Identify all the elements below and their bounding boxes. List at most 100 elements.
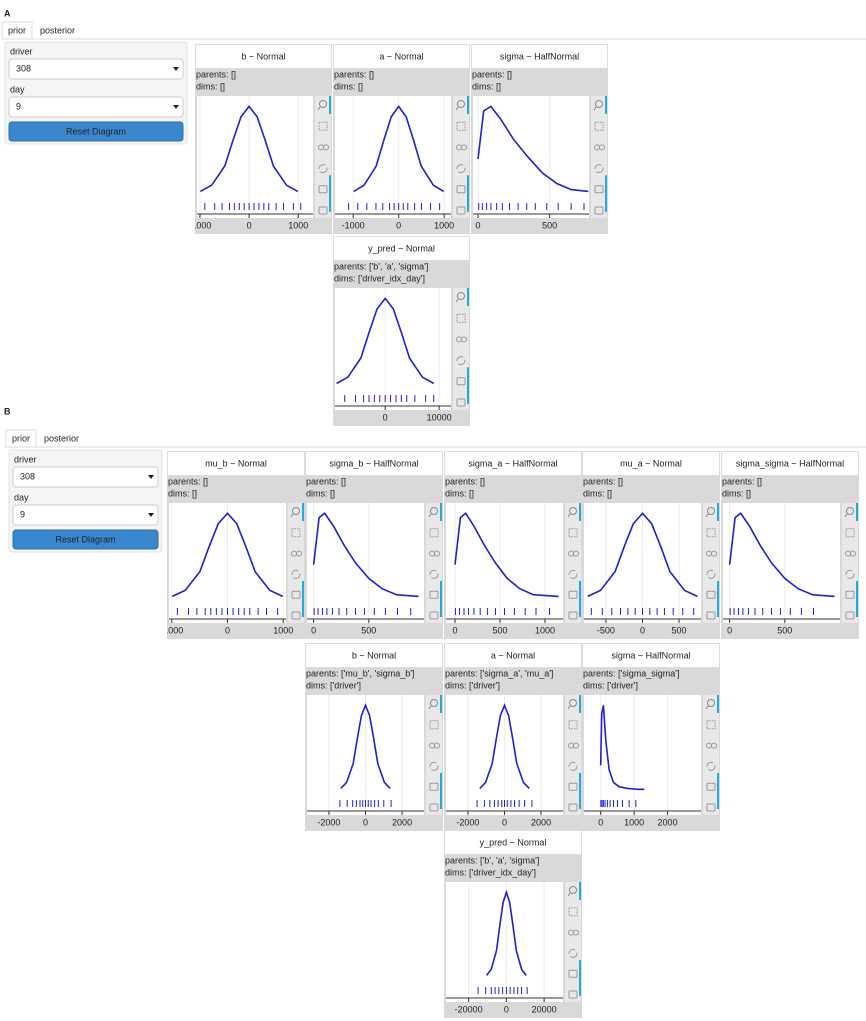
tool-reset[interactable] [594,164,604,174]
node-dims: dims: [] [472,81,501,91]
tool-zoom[interactable] [707,699,715,707]
tool-reset[interactable] [429,761,439,771]
tool-wheel [711,742,717,749]
tool-hover[interactable] [706,803,716,812]
select-box[interactable] [12,466,159,488]
plot-area [446,503,563,623]
tool-hover[interactable] [429,590,439,599]
tool-zoom[interactable] [569,886,577,894]
tool-hover[interactable] [429,803,439,812]
tool-zoom-handle [705,513,709,518]
toolbar-accent [717,695,719,713]
tool-box[interactable] [706,528,716,538]
tool-hover[interactable] [456,206,466,215]
tool-hover[interactable] [706,611,716,620]
select-box[interactable] [8,96,184,118]
tool-box[interactable] [429,528,439,538]
density-line [479,703,530,789]
button-label[interactable]: Reset Diagram [66,126,126,136]
tool-box[interactable] [318,121,328,131]
select-value[interactable]: 308 [20,471,35,481]
tool-hover[interactable] [568,803,578,812]
tool-reset[interactable] [568,948,578,958]
tool-hover[interactable] [845,611,855,620]
tool-hover[interactable] [318,185,328,194]
tool-wheel [573,742,579,749]
tool-box[interactable] [568,720,578,730]
tool-hover[interactable] [706,782,716,791]
tool-zoom[interactable] [569,507,577,515]
tab[interactable]: posterior [44,433,79,443]
tool-zoom[interactable] [457,100,465,108]
tool-hover[interactable] [594,206,604,215]
tool-zoom[interactable] [430,699,438,707]
toolbar-accent [440,581,442,617]
tool-wheel [461,144,467,151]
tool-hover[interactable] [318,206,328,215]
tool-hover[interactable] [291,611,301,620]
tool-hover[interactable] [568,969,578,978]
tool-hover[interactable] [845,590,855,599]
node-dims: dims: ['driver'] [306,680,361,690]
tool-hover[interactable] [429,611,439,620]
select-value[interactable]: 308 [16,63,31,73]
toolbar-accent [302,581,304,617]
select-value[interactable]: 9 [16,101,21,111]
plot-area [307,503,424,623]
button[interactable] [12,529,159,550]
tool-zoom[interactable] [595,100,603,108]
tool-zoom[interactable] [707,507,715,515]
tab-active[interactable] [5,429,37,448]
tool-hover[interactable] [568,590,578,599]
tool-box[interactable] [568,907,578,917]
tab[interactable]: prior [12,433,30,443]
tool-hover[interactable] [568,611,578,620]
x-tick-label: 1000 [434,220,454,230]
tool-zoom[interactable] [457,292,465,300]
tool-zoom[interactable] [846,507,854,515]
tool-reset[interactable] [845,569,855,579]
select-value[interactable]: 9 [20,509,25,519]
tool-box[interactable] [594,121,604,131]
tool-box[interactable] [706,720,716,730]
button[interactable] [8,121,184,142]
tool-zoom[interactable] [569,699,577,707]
tool-reset[interactable] [706,761,716,771]
tool-reset[interactable] [706,569,716,579]
tool-box[interactable] [456,121,466,131]
tool-hover[interactable] [429,782,439,791]
tool-hover[interactable] [456,398,466,407]
tool-hover[interactable] [594,185,604,194]
tool-reset[interactable] [456,164,466,174]
x-tick-label: 0 [504,1004,509,1014]
tool-box[interactable] [429,720,439,730]
tool-box[interactable] [291,528,301,538]
tool-box[interactable] [456,313,466,323]
tab[interactable]: prior [8,25,26,35]
tool-zoom[interactable] [319,100,327,108]
tool-box[interactable] [568,528,578,538]
select-box[interactable] [12,504,159,526]
tab-active[interactable] [1,21,33,40]
tool-zoom-handle [455,298,459,303]
tab[interactable]: posterior [40,25,75,35]
tool-reset[interactable] [429,569,439,579]
tool-reset[interactable] [568,569,578,579]
tool-reset[interactable] [568,761,578,771]
tool-zoom[interactable] [292,507,300,515]
tool-hover[interactable] [456,377,466,386]
tool-hover[interactable] [568,990,578,999]
tool-hover[interactable] [291,590,301,599]
select-box[interactable] [8,58,184,80]
tool-zoom[interactable] [430,507,438,515]
button-label[interactable]: Reset Diagram [55,534,115,544]
tool-reset[interactable] [291,569,301,579]
x-tick-label: 1000 [288,220,308,230]
tool-hover[interactable] [706,590,716,599]
x-tick-label: 0 [640,625,645,635]
tool-hover[interactable] [456,185,466,194]
tool-reset[interactable] [456,356,466,366]
tool-reset[interactable] [318,164,328,174]
tool-hover[interactable] [568,782,578,791]
tool-box[interactable] [845,528,855,538]
